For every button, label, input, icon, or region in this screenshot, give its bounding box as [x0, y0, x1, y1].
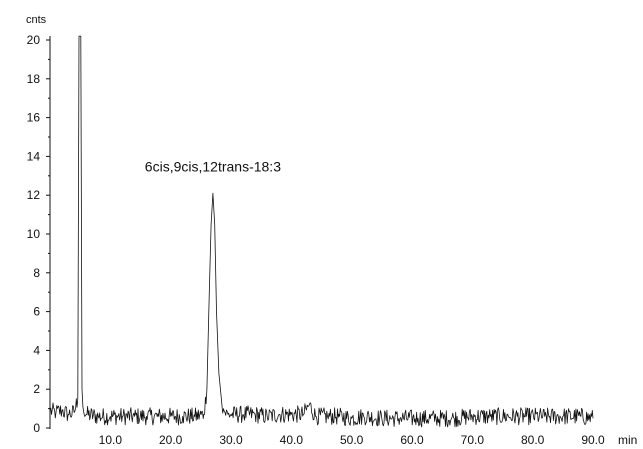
peak-annotation: 6cis,9cis,12trans-18:3 [145, 158, 281, 174]
y-tick-label: 12 [27, 188, 41, 202]
y-tick-label: 6 [33, 305, 40, 319]
x-tick-label: 50.0 [340, 433, 364, 447]
series-line [49, 35, 594, 428]
x-tick-label: 40.0 [280, 433, 304, 447]
series-group [49, 35, 594, 428]
y-tick-label: 8 [33, 266, 40, 280]
x-tick-label: 30.0 [219, 433, 243, 447]
x-tick-label: 60.0 [400, 433, 424, 447]
x-tick-label: 80.0 [521, 433, 545, 447]
annotations: 6cis,9cis,12trans-18:3 [145, 158, 281, 174]
y-tick-label: 4 [33, 343, 40, 357]
y-tick-label: 16 [27, 111, 41, 125]
x-tick-label: 70.0 [461, 433, 485, 447]
y-tick-label: 14 [27, 149, 41, 163]
x-tick-label: 90.0 [581, 433, 605, 447]
y-axis-label: cnts [26, 14, 47, 26]
y-ticks: 0 2 4 6 8 10 12 14 16 18 20 [27, 33, 50, 435]
y-tick-label: 10 [27, 227, 41, 241]
y-tick-label: 0 [33, 421, 40, 435]
y-tick-label: 18 [27, 72, 41, 86]
x-axis-label: min [618, 433, 637, 447]
y-tick-label: 20 [27, 33, 41, 47]
x-ticks: 10.0 20.0 30.0 40.0 50.0 60.0 70.0 80.0 90.0 [99, 433, 605, 447]
x-tick-label: 20.0 [159, 433, 183, 447]
x-tick-label: 10.0 [99, 433, 123, 447]
y-tick-label: 2 [33, 382, 40, 396]
